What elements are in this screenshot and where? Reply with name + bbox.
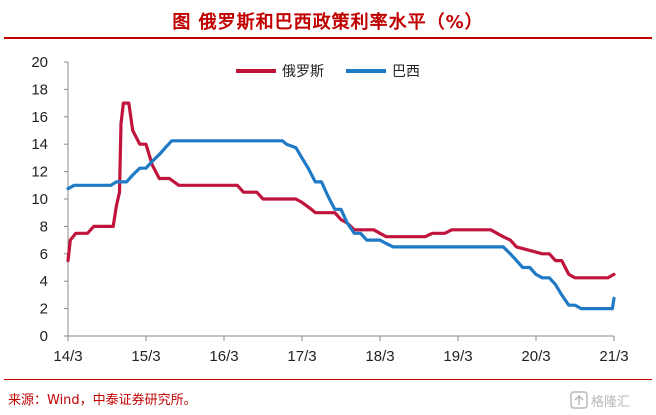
y-tick-label: 8 bbox=[40, 218, 48, 235]
legend-label-russia: 俄罗斯 bbox=[282, 64, 324, 80]
y-tick-label: 20 bbox=[31, 54, 48, 71]
chart-axes: 0 2 4 6 8 10 12 14 16 18 20 14/3 15/3 16/3 17/3 18/3 19/… bbox=[31, 54, 628, 365]
y-tick-label: 14 bbox=[31, 136, 48, 153]
series-line-russia bbox=[66, 101, 616, 280]
x-tick-label: 17/3 bbox=[287, 348, 316, 365]
source-note: 来源：Wind，中泰证券研究所。 bbox=[8, 393, 197, 408]
x-tick-label: 18/3 bbox=[365, 348, 394, 365]
x-tick-label: 16/3 bbox=[209, 348, 238, 365]
y-tick-label: 0 bbox=[40, 328, 48, 345]
y-tick-label: 4 bbox=[40, 273, 48, 290]
chart-legend: 俄罗斯 巴西 bbox=[236, 64, 420, 80]
legend-label-brazil: 巴西 bbox=[392, 64, 420, 80]
chart-title: 图 俄罗斯和巴西政策利率水平（%） bbox=[172, 12, 484, 33]
x-tick-label: 15/3 bbox=[131, 348, 160, 365]
x-tick-label: 14/3 bbox=[53, 348, 82, 365]
y-tick-label: 12 bbox=[31, 164, 48, 181]
y-tick-label: 16 bbox=[31, 109, 48, 126]
watermark-logo: 格隆汇 bbox=[570, 391, 630, 410]
y-tick-label: 10 bbox=[31, 191, 48, 208]
x-tick-label: 21/3 bbox=[599, 348, 628, 365]
y-tick-label: 18 bbox=[31, 81, 48, 98]
y-tick-label: 2 bbox=[40, 301, 48, 318]
y-tick-label: 6 bbox=[40, 246, 48, 263]
series-line-brazil bbox=[66, 139, 616, 311]
x-tick-label: 20/3 bbox=[521, 348, 550, 365]
title-divider bbox=[4, 37, 652, 39]
x-tick-label: 19/3 bbox=[443, 348, 472, 365]
source-divider bbox=[4, 379, 652, 380]
watermark-text: 格隆汇 bbox=[591, 394, 630, 410]
series-layer bbox=[66, 101, 616, 311]
